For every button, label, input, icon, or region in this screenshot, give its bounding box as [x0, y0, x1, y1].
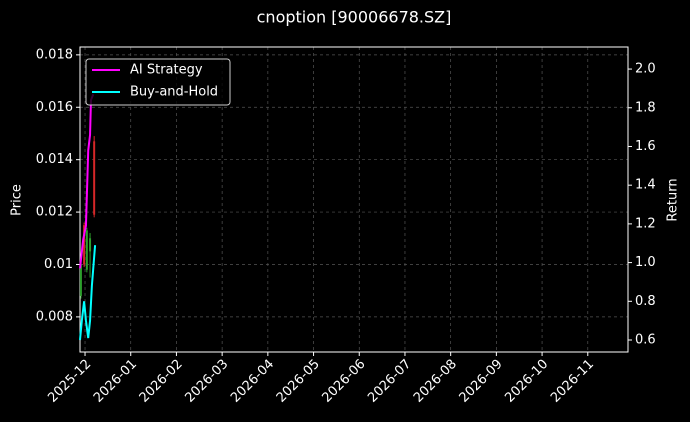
x-tick-label: 2026-08 [411, 357, 460, 406]
y2-tick-label: 2.0 [635, 62, 656, 77]
x-tick-label: 2026-05 [274, 357, 323, 406]
candle-body [83, 225, 86, 265]
chart-title: cnoption [90006678.SZ] [257, 8, 452, 27]
y-tick-label: 0.012 [36, 205, 73, 220]
legend-box [85, 58, 231, 106]
y2-tick-label: 1.6 [635, 139, 656, 154]
y-tick-label: 0.008 [36, 309, 73, 324]
y2-tick-label: 1.8 [635, 100, 656, 115]
plot-frame [79, 46, 629, 353]
x-tick-label: 2026-07 [365, 357, 414, 406]
legend-label: AI Strategy [130, 63, 203, 78]
x-tick-label: 2026-04 [228, 357, 277, 406]
x-tick-label: 2025-12 [45, 357, 94, 406]
x-tick-label: 2026-10 [502, 357, 551, 406]
candle-body [79, 264, 82, 296]
y-tick-label: 0.018 [36, 47, 73, 62]
y2-tick-label: 0.8 [635, 294, 656, 309]
x-tick-label: 2026-06 [320, 357, 369, 406]
y-tick-label: 0.01 [44, 257, 73, 272]
y2-tick-label: 1.4 [635, 178, 656, 193]
y2-tick-label: 1.2 [635, 216, 656, 231]
candle-body [89, 238, 92, 252]
y-tick-label: 0.014 [36, 152, 73, 167]
y2-axis-label: Return [666, 178, 681, 221]
y-axis-label: Price [10, 184, 25, 216]
y2-tick-label: 0.6 [635, 333, 656, 348]
legend-label: Buy-and-Hold [130, 85, 218, 100]
candle-body [85, 230, 88, 270]
x-tick-label: 2026-09 [457, 357, 506, 406]
x-tick-label: 2026-03 [182, 357, 231, 406]
x-tick-label: 2026-01 [91, 357, 140, 406]
y2-tick-label: 1.0 [635, 255, 656, 270]
legend: AI Strategy Buy-and-Hold [85, 58, 231, 106]
y-tick-label: 0.016 [36, 100, 73, 115]
line [79, 245, 97, 341]
candle-body [93, 141, 96, 215]
x-tick-label: 2026-11 [548, 357, 597, 406]
x-tick-label: 2026-02 [137, 357, 186, 406]
